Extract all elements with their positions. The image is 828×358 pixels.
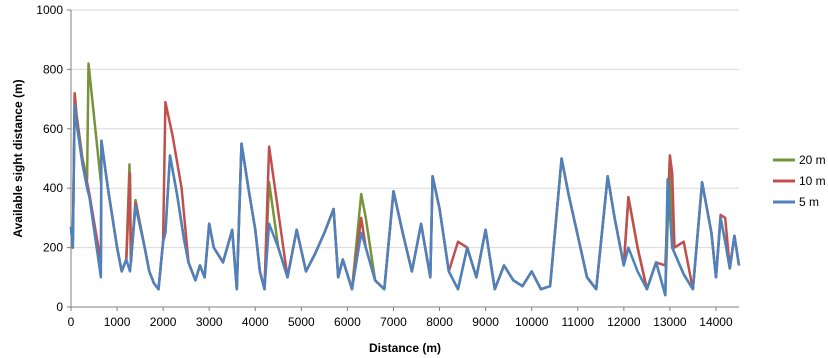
x-tick-label: 8000: [426, 315, 453, 329]
x-tick-label: 4000: [242, 315, 269, 329]
axes: [70, 10, 739, 308]
x-axis-title: Distance (m): [369, 341, 441, 355]
x-tick-label: 12000: [607, 315, 641, 329]
legend: 20 m 10 m 5 m: [773, 153, 826, 209]
x-tick-label: 10000: [515, 315, 549, 329]
y-tick-label: 800: [43, 62, 63, 76]
y-tick-label: 1000: [36, 3, 63, 17]
y-axis-title: Available sight distance (m): [11, 79, 25, 237]
x-tick-label: 3000: [196, 315, 223, 329]
y-tick-label: 200: [43, 241, 63, 255]
x-tick-label: 7000: [380, 315, 407, 329]
series-lines: [69, 62, 741, 297]
y-tick-labels: 0 200 400 600 800 1000: [36, 3, 71, 314]
legend-label: 20 m: [799, 153, 826, 167]
series-line-5-m: [69, 103, 741, 297]
x-tick-label: 11000: [562, 315, 595, 329]
x-tick-label: 5000: [288, 315, 315, 329]
x-tick-label: 1000: [104, 315, 131, 329]
x-tick-label: 14000: [699, 315, 733, 329]
x-tick-label: 2000: [150, 315, 177, 329]
series-line-20-m: [69, 62, 741, 297]
x-tick-label: 9000: [472, 315, 499, 329]
x-tick-label: 6000: [334, 315, 361, 329]
series-line-10-m: [69, 91, 741, 291]
legend-label: 10 m: [799, 174, 826, 188]
x-tick-label: 0: [68, 315, 75, 329]
x-tick-labels: 0 1000 2000 3000 4000 5000 6000 7000 8000 9000 100…: [68, 307, 733, 329]
legend-label: 5 m: [799, 195, 819, 209]
y-tick-label: 0: [56, 300, 63, 314]
x-tick-label: 13000: [653, 315, 687, 329]
y-tick-label: 400: [43, 181, 63, 195]
y-tick-label: 600: [43, 122, 63, 136]
